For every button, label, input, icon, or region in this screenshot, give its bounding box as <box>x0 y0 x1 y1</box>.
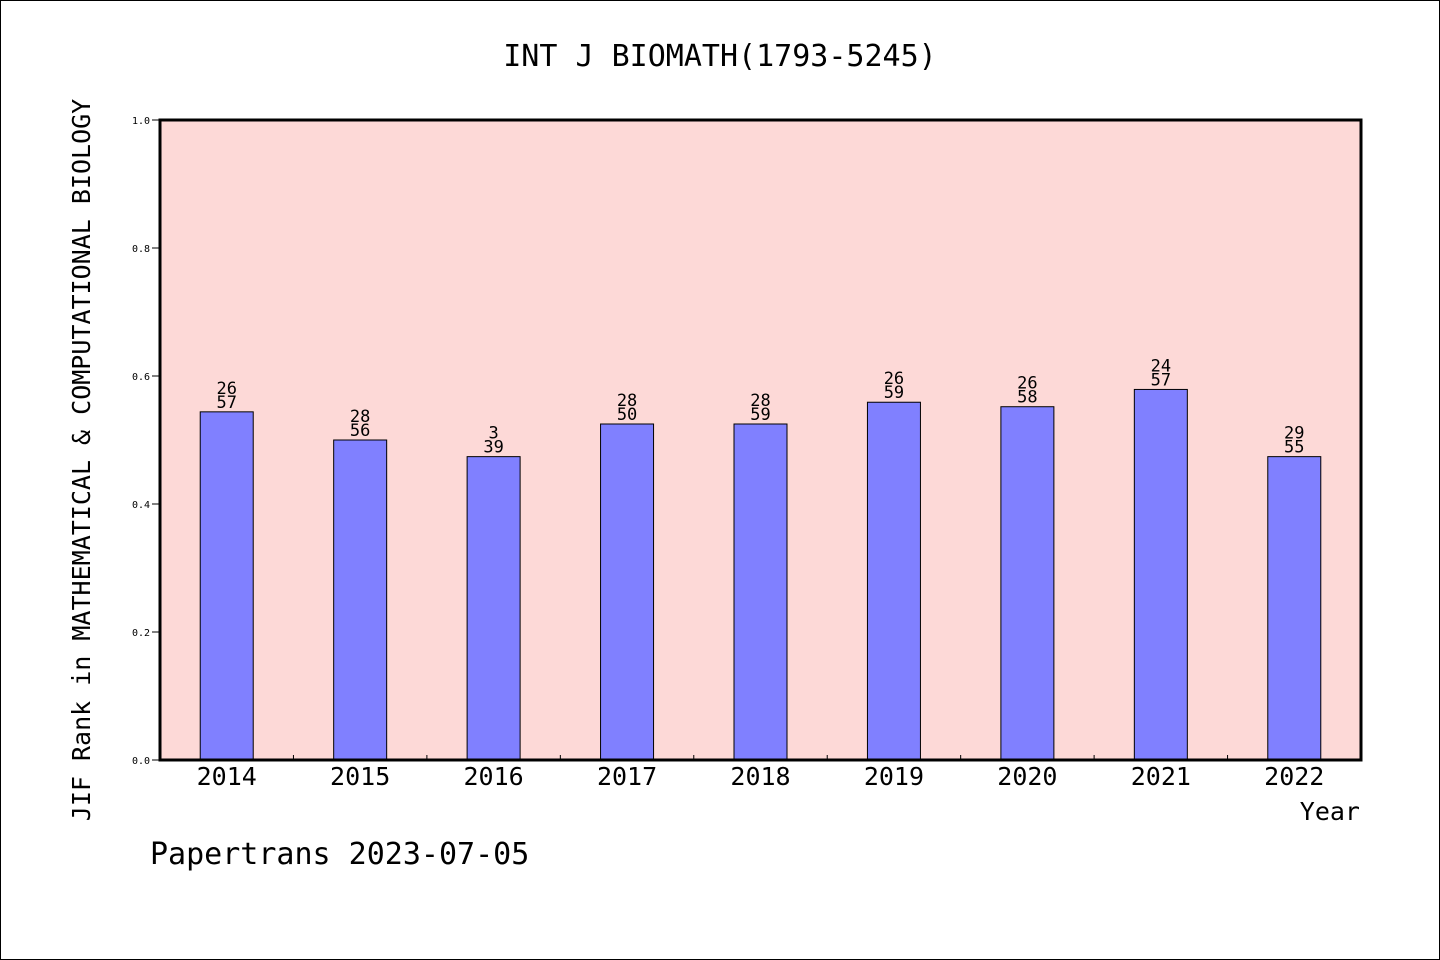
x-tick-label: 2016 <box>464 762 524 791</box>
y-tick-label: 0.6 <box>132 372 150 383</box>
bar-2014 <box>199 411 254 761</box>
bar-rank-label: 26 <box>884 369 904 389</box>
bar-rank-label: 26 <box>216 379 236 399</box>
bar-total-label: 59 <box>750 405 770 425</box>
y-tick-label: 0.8 <box>132 244 150 255</box>
plot-border <box>158 118 1363 762</box>
x-tick-label: 2018 <box>730 762 790 791</box>
bar-total-label: 58 <box>1017 388 1037 408</box>
bar-2021 <box>1133 388 1188 761</box>
bar-total-label: 56 <box>350 421 370 441</box>
y-tick-label: 0.2 <box>132 628 150 639</box>
bar-rank-label: 24 <box>1151 356 1171 376</box>
y-axis: 0.0 0.2 0.4 0.6 0.8 1.0 <box>132 116 160 767</box>
bar-total-label: 55 <box>1284 438 1304 458</box>
x-tick-label: 2021 <box>1131 762 1191 791</box>
bar-total-label: 57 <box>216 393 236 413</box>
x-tick-label: 2022 <box>1264 762 1324 791</box>
bar-rank-label: 28 <box>350 407 370 427</box>
x-tick-label: 2019 <box>864 762 924 791</box>
bar-total-label: 39 <box>483 438 503 458</box>
bar-2018 <box>733 423 788 761</box>
y-tick-label: 1.0 <box>132 116 150 127</box>
bar-2020 <box>1000 406 1055 761</box>
bar-rank-label: 28 <box>750 391 770 411</box>
y-tick-label: 0.4 <box>132 500 150 511</box>
bar-2017 <box>600 423 655 761</box>
chart-title: INT J BIOMATH(1793-5245) <box>503 39 936 74</box>
y-axis-label: JIF Rank in MATHEMATICAL & COMPUTATIONAL… <box>67 99 96 821</box>
x-tick-label: 2017 <box>597 762 657 791</box>
bars-group <box>199 388 1322 761</box>
x-axis-label: Year <box>1300 797 1360 826</box>
bar-2019 <box>866 401 921 761</box>
bar-rank-label: 26 <box>1017 374 1037 394</box>
bar-total-label: 57 <box>1151 370 1171 390</box>
x-axis: 2014 2015 2016 2017 2018 2019 2020 2021 2022 <box>197 755 1324 791</box>
bar-2015 <box>333 439 388 761</box>
bar-total-label: 59 <box>884 383 904 403</box>
x-tick-label: 2015 <box>330 762 390 791</box>
bar-rank-label: 3 <box>488 424 498 444</box>
x-tick-label: 2020 <box>997 762 1057 791</box>
bar-rank-label: 28 <box>617 391 637 411</box>
bar-total-label: 50 <box>617 405 637 425</box>
bar-rank-label: 29 <box>1284 424 1304 444</box>
footer-text: Papertrans 2023-07-05 <box>150 837 529 872</box>
bar-2022 <box>1267 456 1322 761</box>
x-tick-label: 2014 <box>197 762 257 791</box>
bar-2016 <box>466 456 521 761</box>
y-tick-label: 0.0 <box>132 756 150 767</box>
